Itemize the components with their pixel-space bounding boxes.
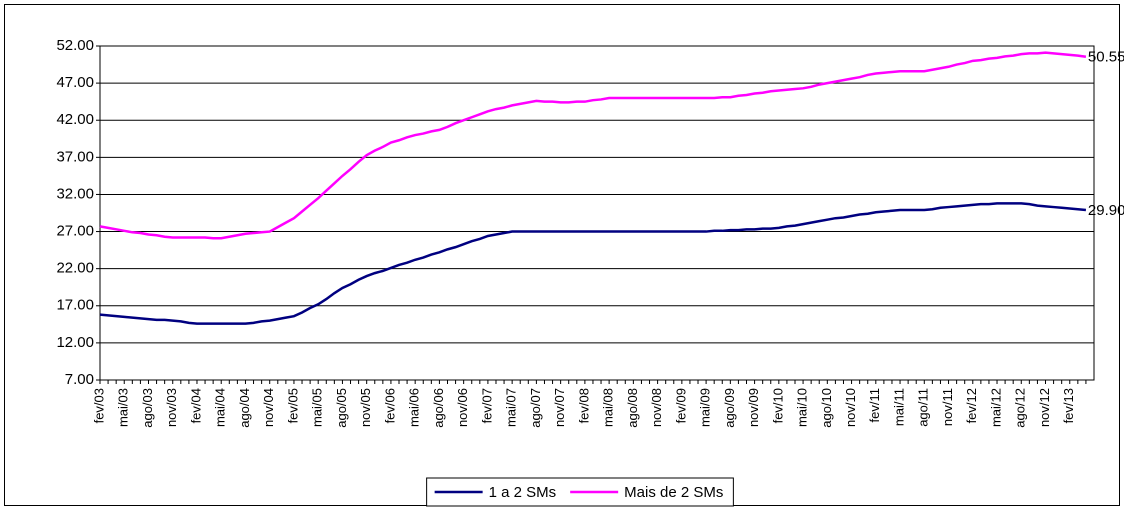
x-tick-label: mai/10 [795,388,810,427]
x-tick-label: fev/10 [770,388,785,423]
x-tick-label: ago/04 [237,388,252,428]
series-line [99,202,1087,325]
x-tick-label: fev/11 [867,388,882,422]
x-tick-label: nov/11 [940,388,955,426]
x-tick-label: fev/05 [285,388,300,423]
x-tick-label: nov/06 [455,388,470,427]
x-tick-label: ago/07 [528,388,543,428]
x-tick-label: fev/04 [188,388,203,423]
x-tick-label: ago/05 [334,388,349,428]
y-tick-label: 52.00 [56,37,94,54]
legend-label: 1 a 2 SMs [489,484,557,501]
x-tick-label: mai/04 [213,388,228,427]
x-tick-label: mai/06 [407,388,422,427]
data-label: 29.90 [1088,202,1124,219]
x-tick-label: ago/06 [431,388,446,428]
series-line [99,51,1087,240]
y-tick-label: 37.00 [56,148,94,165]
x-tick-label: fev/09 [673,388,688,423]
x-tick-label: mai/05 [310,388,325,427]
x-tick-label: mai/11 [891,388,906,426]
x-tick-label: nov/07 [552,388,567,427]
x-tick-label: mai/03 [116,388,131,427]
y-tick-label: 12.00 [56,334,94,351]
legend: 1 a 2 SMs Mais de 2 SMs [426,477,734,507]
x-tick-label: mai/09 [698,388,713,427]
y-tick-label: 27.00 [56,223,94,240]
x-tick-label: mai/08 [601,388,616,427]
x-tick-label: nov/04 [261,388,276,427]
plot-border [99,45,1095,381]
x-tick-label: fev/13 [1061,388,1076,423]
x-tick-label: nov/10 [843,388,858,427]
x-tick-label: fev/08 [576,388,591,423]
x-tick-label: nov/08 [649,388,664,427]
plot-area [100,46,1094,380]
x-tick-label: nov/09 [746,388,761,427]
y-tick-label: 32.00 [56,185,94,202]
x-tick-label: ago/11 [916,388,931,427]
x-tick-label: fev/07 [479,388,494,423]
x-tick-label: fev/06 [382,388,397,423]
legend-label: Mais de 2 SMs [624,484,723,501]
y-tick-label: 17.00 [56,297,94,314]
data-label: 50.55 [1088,49,1124,66]
x-tick-label: ago/08 [625,388,640,428]
x-tick-label: ago/03 [140,388,155,428]
x-tick-label: fev/12 [964,388,979,423]
x-tick-label: ago/10 [819,388,834,428]
y-tick-label: 47.00 [56,74,94,91]
x-tick-label: nov/12 [1037,388,1052,427]
y-tick-label: 22.00 [56,260,94,277]
x-tick-label: ago/12 [1013,388,1028,428]
x-tick-label: nov/03 [164,388,179,427]
x-tick-label: fev/03 [91,388,106,423]
y-tick-label: 7.00 [65,371,94,388]
x-tick-label: ago/09 [722,388,737,428]
x-tick-label: mai/12 [988,388,1003,427]
y-tick-label: 42.00 [56,111,94,128]
x-tick-label: mai/07 [504,388,519,427]
x-tick-label: nov/05 [358,388,373,427]
